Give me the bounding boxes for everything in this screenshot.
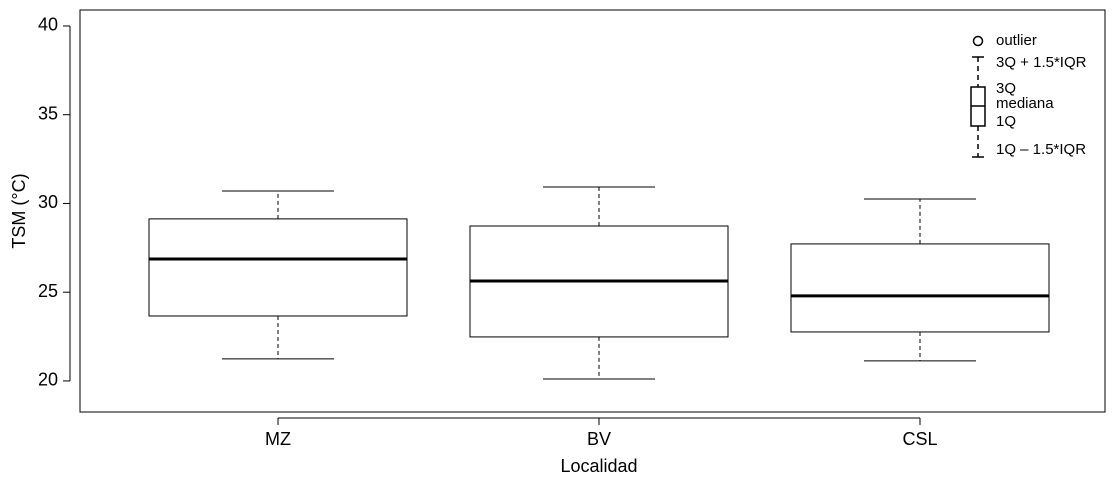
y-tick-label: 25	[38, 281, 58, 301]
key-label: 1Q – 1.5*IQR	[996, 141, 1086, 158]
key-label: 3Q + 1.5*IQR	[996, 54, 1087, 71]
x-axis-label: Localidad	[560, 456, 637, 476]
y-tick-label: 30	[38, 192, 58, 212]
key-label: outlier	[996, 32, 1037, 49]
y-tick-label: 40	[38, 15, 58, 35]
x-tick-label: CSL	[902, 429, 937, 449]
key: outlier 3Q + 1.5*IQR 3Q mediana 1Q 1Q – …	[970, 32, 1087, 158]
box	[790, 243, 1050, 333]
x-tick-label: MZ	[265, 429, 291, 449]
key-label: mediana	[996, 95, 1054, 112]
y-tick-label: 20	[38, 370, 58, 390]
y-tick-label: 35	[38, 103, 58, 123]
key-label: 1Q	[996, 113, 1016, 130]
x-tick-label: BV	[587, 429, 611, 449]
key-label: 3Q	[996, 80, 1016, 97]
key-outlier	[972, 35, 984, 47]
box	[148, 218, 408, 317]
plot-frame	[79, 9, 1106, 413]
y-axis-label: TSM (°C)	[9, 173, 29, 248]
